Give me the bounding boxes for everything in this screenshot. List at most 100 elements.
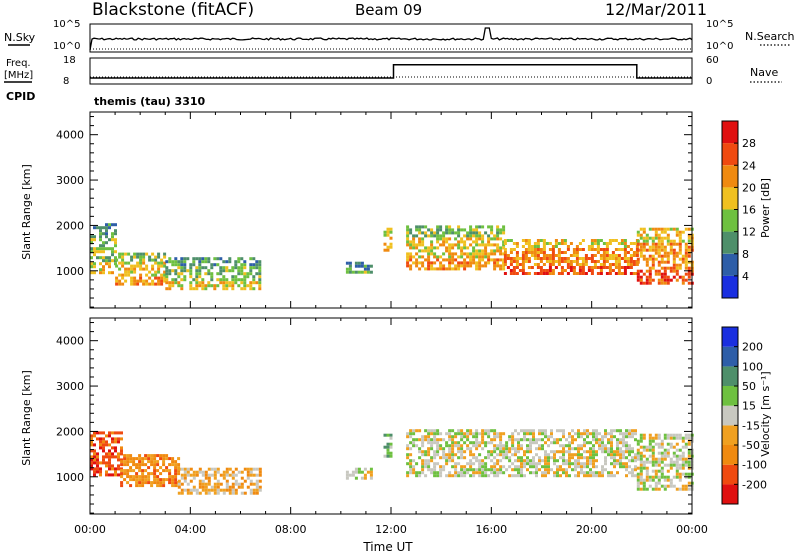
power-echo-cell <box>499 228 503 232</box>
power-echo-cell <box>524 251 528 254</box>
power-echo-cell <box>666 275 670 279</box>
power-echo-cell <box>442 231 446 235</box>
nsky-tick-top: 10^5 <box>53 19 80 30</box>
power-echo-cell <box>515 254 519 257</box>
velocity-echo-cell <box>177 463 181 467</box>
velocity-echo-cell <box>538 438 541 442</box>
velocity-echo-cell <box>529 444 532 448</box>
power-echo-cell <box>457 234 461 238</box>
power-echo-cell <box>617 248 621 251</box>
velocity-echo-cell <box>565 471 568 475</box>
velocity-echo-cell <box>454 432 458 436</box>
power-echo-cell <box>669 278 673 282</box>
power-echo-cell <box>515 263 519 266</box>
velocity-echo-cell <box>246 473 250 477</box>
power-echo-cell <box>157 255 161 259</box>
velocity-echo-cell <box>628 429 631 433</box>
power-echo-cell <box>96 247 99 251</box>
power-echo-cell <box>204 266 208 270</box>
velocity-echo-cell <box>246 470 250 474</box>
power-echo-cell <box>536 272 540 275</box>
velocity-echo-cell <box>639 481 643 485</box>
power-echo-cell <box>108 265 111 269</box>
velocity-echo-cell <box>657 469 661 473</box>
velocity-echo-cell <box>135 481 139 485</box>
power-echo-cell <box>124 270 128 274</box>
velocity-echo-cell <box>553 453 556 457</box>
velocity-echo-cell <box>457 450 461 454</box>
velocity-echo-cell <box>421 471 425 475</box>
power-echo-cell <box>357 261 361 265</box>
velocity-echo-cell <box>383 445 387 449</box>
velocity-echo-cell <box>225 467 229 471</box>
velocity-echo-cell <box>502 453 506 457</box>
velocity-echo-cell <box>654 484 658 488</box>
power-echo-cell <box>539 266 543 269</box>
velocity-echo-cell <box>556 471 559 475</box>
power-echo-cell <box>111 247 114 251</box>
velocity-echo-cell <box>610 474 613 478</box>
power-echo-cell <box>237 266 241 270</box>
power-echo-cell <box>472 246 476 250</box>
power-echo-cell <box>536 245 540 248</box>
velocity-echo-cell <box>487 468 491 472</box>
power-echo-cell <box>439 255 443 259</box>
power-echo-cell <box>99 244 102 248</box>
power-echo-cell <box>490 231 494 235</box>
velocity-echo-cell <box>165 457 169 461</box>
power-echo-cell <box>160 258 164 262</box>
power-echo-cell <box>433 255 437 259</box>
velocity-echo-cell <box>90 455 93 459</box>
power-echo-cell <box>663 278 667 282</box>
velocity-echo-cell <box>454 444 458 448</box>
velocity-echo-cell <box>496 453 500 457</box>
velocity-echo-cell <box>663 487 667 491</box>
velocity-echo-cell <box>687 460 691 464</box>
velocity-echo-cell <box>439 471 443 475</box>
velocity-echo-cell <box>389 442 393 446</box>
power-echo-cell <box>409 228 413 232</box>
velocity-echo-cell <box>469 465 473 469</box>
velocity-echo-cell <box>583 450 586 454</box>
velocity-echo-cell <box>496 462 500 466</box>
velocity-echo-cell <box>493 468 497 472</box>
velocity-echo-cell <box>484 456 488 460</box>
power-echo-cell <box>666 281 670 285</box>
power-echo-cell <box>629 257 633 260</box>
velocity-echo-cell <box>607 453 610 457</box>
power-echo-cell <box>527 260 531 263</box>
power-echo-cell <box>569 266 573 269</box>
velocity-echo-cell <box>517 465 520 469</box>
power-echo-cell <box>481 237 485 241</box>
velocity-echo-cell <box>547 471 550 475</box>
velocity-echo-cell <box>454 468 458 472</box>
velocity-echo-cell <box>168 481 172 485</box>
velocity-echo-cell <box>475 456 479 460</box>
power-echo-cell <box>509 248 513 251</box>
power-echo-cell <box>439 225 443 229</box>
velocity-echo-cell <box>532 429 535 433</box>
power-echo-cell <box>124 252 128 256</box>
power-echo-cell <box>675 230 679 234</box>
power-echo-cell <box>139 261 143 265</box>
velocity-echo-cell <box>604 432 607 436</box>
velocity-echo-cell <box>628 432 631 436</box>
velocity-echo-cell <box>562 471 565 475</box>
power-echo-cell <box>629 242 633 245</box>
velocity-echo-cell <box>571 468 574 472</box>
power-echo-cell <box>496 264 500 268</box>
velocity-echo-cell <box>469 453 473 457</box>
power-echo-cell <box>687 233 691 237</box>
velocity-echo-cell <box>490 441 494 445</box>
velocity-echo-cell <box>687 481 691 485</box>
power-echo-cell <box>454 258 458 262</box>
velocity-echo-cell <box>499 441 503 445</box>
power-echo-cell <box>524 254 528 257</box>
power-echo-cell <box>165 278 169 282</box>
power-echo-cell <box>663 275 667 279</box>
power-echo-cell <box>439 243 443 247</box>
power-echo-cell <box>496 234 500 238</box>
velocity-echo-cell <box>448 447 452 451</box>
velocity-echo-cell <box>648 454 652 458</box>
power-echo-cell <box>481 252 485 256</box>
